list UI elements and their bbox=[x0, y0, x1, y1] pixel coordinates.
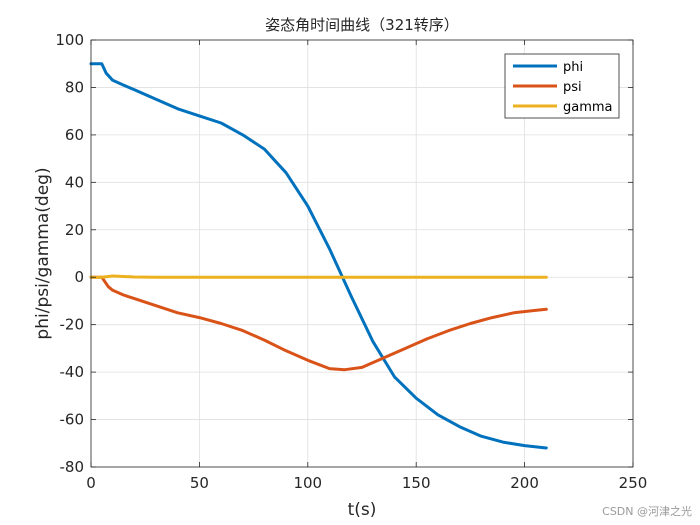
y-tick-label: -20 bbox=[60, 316, 85, 334]
x-axis-label: t(s) bbox=[348, 500, 377, 520]
y-tick-label: 0 bbox=[74, 268, 84, 286]
y-tick-label: -60 bbox=[60, 411, 85, 429]
series-line-phi bbox=[89, 62, 548, 450]
legend-label-gamma: gamma bbox=[563, 100, 613, 115]
x-tick-label: 50 bbox=[190, 474, 209, 492]
y-tick-label: 80 bbox=[65, 78, 84, 96]
y-tick-label: -80 bbox=[60, 458, 85, 476]
y-tick-label: 20 bbox=[65, 221, 84, 239]
y-axis-label: phi/psi/gamma(deg) bbox=[33, 167, 53, 339]
y-tick-label: 100 bbox=[55, 31, 84, 49]
y-tick-label: 60 bbox=[65, 126, 84, 144]
series-lines bbox=[89, 62, 548, 450]
y-tick-label: 40 bbox=[65, 173, 84, 191]
series-line-psi bbox=[89, 275, 548, 372]
y-tick-label: -40 bbox=[60, 363, 85, 381]
x-tick-label: 250 bbox=[619, 474, 648, 492]
legend: phi psi gamma bbox=[504, 53, 620, 119]
plot-frame bbox=[90, 39, 634, 468]
legend-label-phi: phi bbox=[563, 60, 583, 75]
series-line-gamma bbox=[89, 274, 548, 279]
axis-ticks: 0 50 100 150 200 250 -80 -60 -40 -20 0 20 40 60 80 100 bbox=[55, 31, 647, 492]
legend-label-psi: psi bbox=[563, 80, 582, 95]
x-tick-label: 100 bbox=[293, 474, 322, 492]
x-tick-label: 0 bbox=[86, 474, 96, 492]
x-tick-label: 200 bbox=[510, 474, 539, 492]
x-tick-label: 150 bbox=[402, 474, 431, 492]
chart-title: 姿态角时间曲线（321转序） bbox=[265, 16, 459, 34]
watermark: CSDN @河津之光 bbox=[602, 505, 692, 518]
